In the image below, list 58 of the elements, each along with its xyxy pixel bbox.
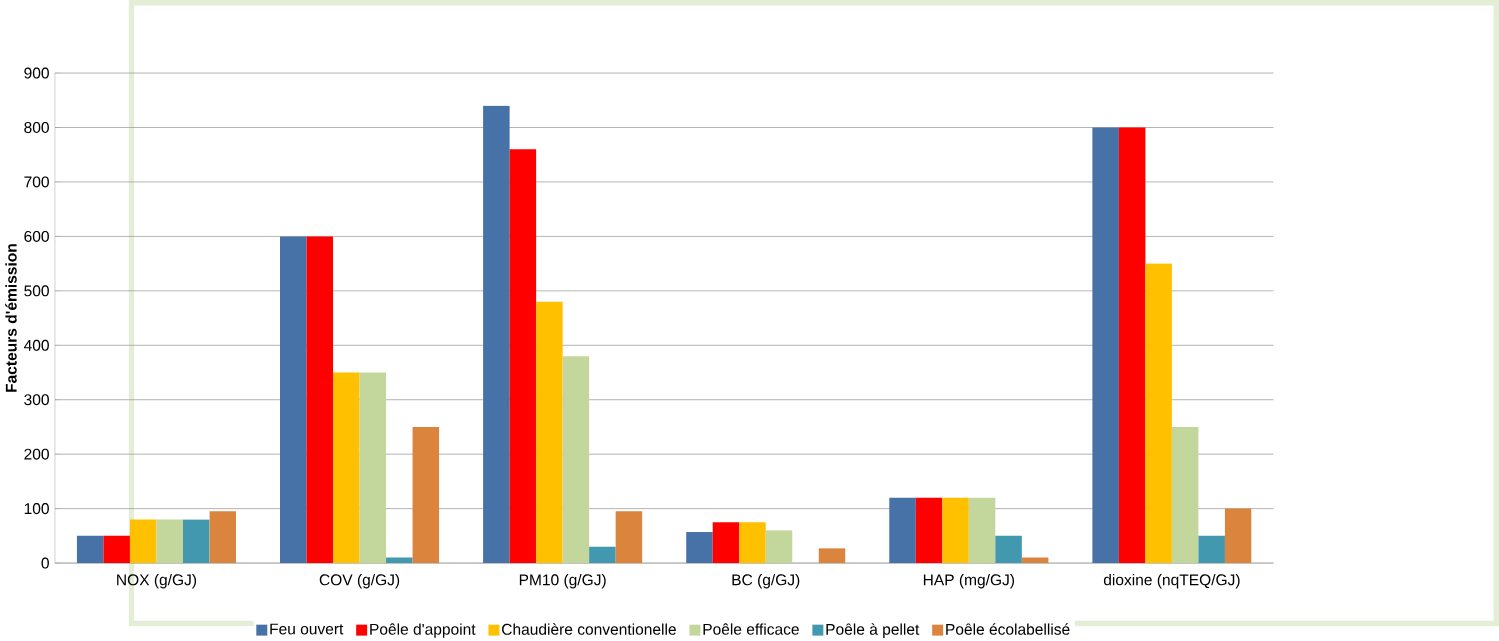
bar	[386, 557, 413, 564]
bar	[968, 497, 996, 564]
bar	[182, 519, 210, 564]
legend-label: Poêle à pellet	[826, 623, 920, 639]
bar	[562, 356, 590, 564]
y-tick-label: 800	[24, 122, 49, 134]
x-tick-label: HAP (mg/GJ)	[923, 574, 1015, 589]
bar	[483, 105, 510, 564]
bar	[209, 511, 236, 564]
y-tick-label: 900	[24, 67, 49, 79]
legend-label: Poêle d'appoint	[370, 623, 476, 639]
bar	[306, 236, 334, 564]
bar	[1171, 427, 1199, 564]
y-tick-label: 100	[24, 503, 49, 515]
legend-label: Chaudière conventionelle	[502, 623, 676, 636]
bar	[280, 236, 307, 564]
y-tick-label: 200	[24, 448, 49, 460]
y-tick-label: 700	[24, 176, 49, 188]
bar	[615, 511, 643, 564]
y-tick-label: 600	[24, 231, 49, 243]
bar	[942, 497, 969, 564]
bar	[509, 149, 537, 564]
bar	[1145, 263, 1172, 564]
legend-label: Poêle efficace	[703, 623, 799, 635]
bar	[129, 519, 157, 564]
y-tick-label: 400	[23, 339, 49, 351]
bar	[156, 519, 183, 564]
bar	[1224, 508, 1252, 564]
x-tick-label: COV (g/GJ)	[319, 574, 400, 589]
y-axis-title: Facteurs d'émission	[5, 244, 17, 392]
bar	[915, 497, 943, 564]
bar	[739, 522, 766, 564]
bar	[536, 301, 563, 564]
bar	[818, 548, 846, 564]
bar	[412, 427, 440, 564]
legend-label: Poêle écolabellisé	[946, 623, 1070, 636]
y-tick-label: 300	[24, 394, 49, 406]
bar	[1118, 127, 1146, 564]
bar	[889, 497, 916, 564]
bar	[686, 532, 713, 564]
bar	[1198, 536, 1225, 564]
x-tick-label: NOX (g/GJ)	[117, 574, 197, 589]
bar	[359, 372, 387, 564]
bar	[103, 536, 130, 564]
bar	[712, 522, 740, 564]
y-tick-label: 500	[24, 285, 49, 297]
x-tick-label: BC (g/GJ)	[732, 574, 800, 589]
x-tick-label: PM10 (g/GJ)	[519, 574, 606, 589]
bar	[333, 372, 360, 564]
legend-label: Feu ouvert	[270, 623, 344, 635]
bar	[76, 536, 104, 564]
bar	[1092, 127, 1119, 564]
bar	[995, 536, 1022, 564]
bar	[1021, 557, 1049, 564]
bar	[589, 546, 616, 564]
x-tick-label: dioxine (nqTEQ/GJ)	[1103, 574, 1240, 589]
y-tick-label: 0	[41, 557, 49, 569]
bar	[765, 530, 793, 564]
